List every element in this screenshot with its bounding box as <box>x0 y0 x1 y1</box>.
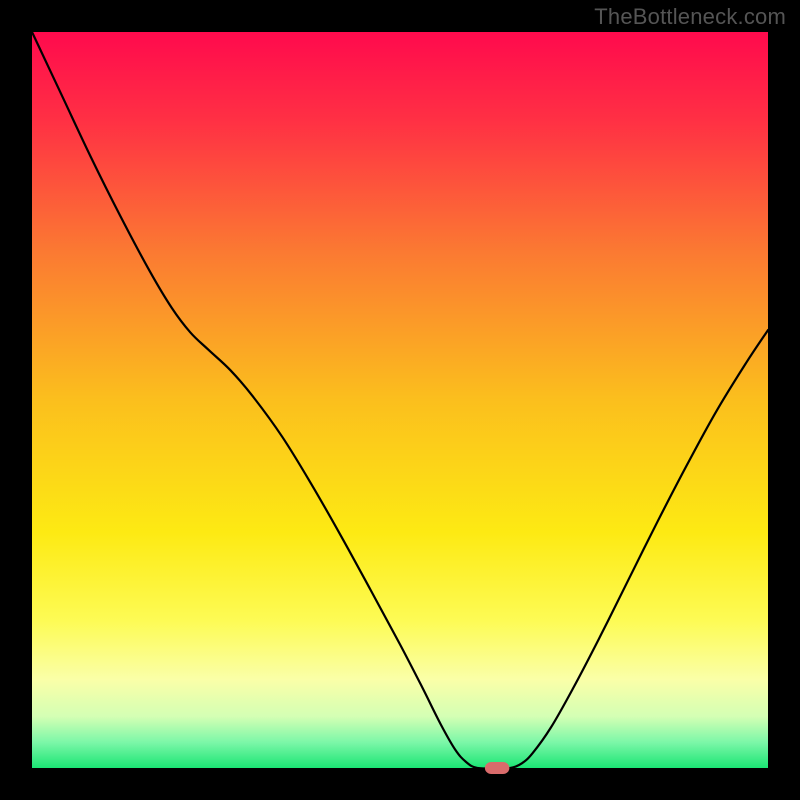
optimal-marker <box>485 762 509 773</box>
attribution-text: TheBottleneck.com <box>594 4 786 30</box>
chart-background <box>32 32 768 768</box>
bottleneck-chart <box>0 0 800 800</box>
